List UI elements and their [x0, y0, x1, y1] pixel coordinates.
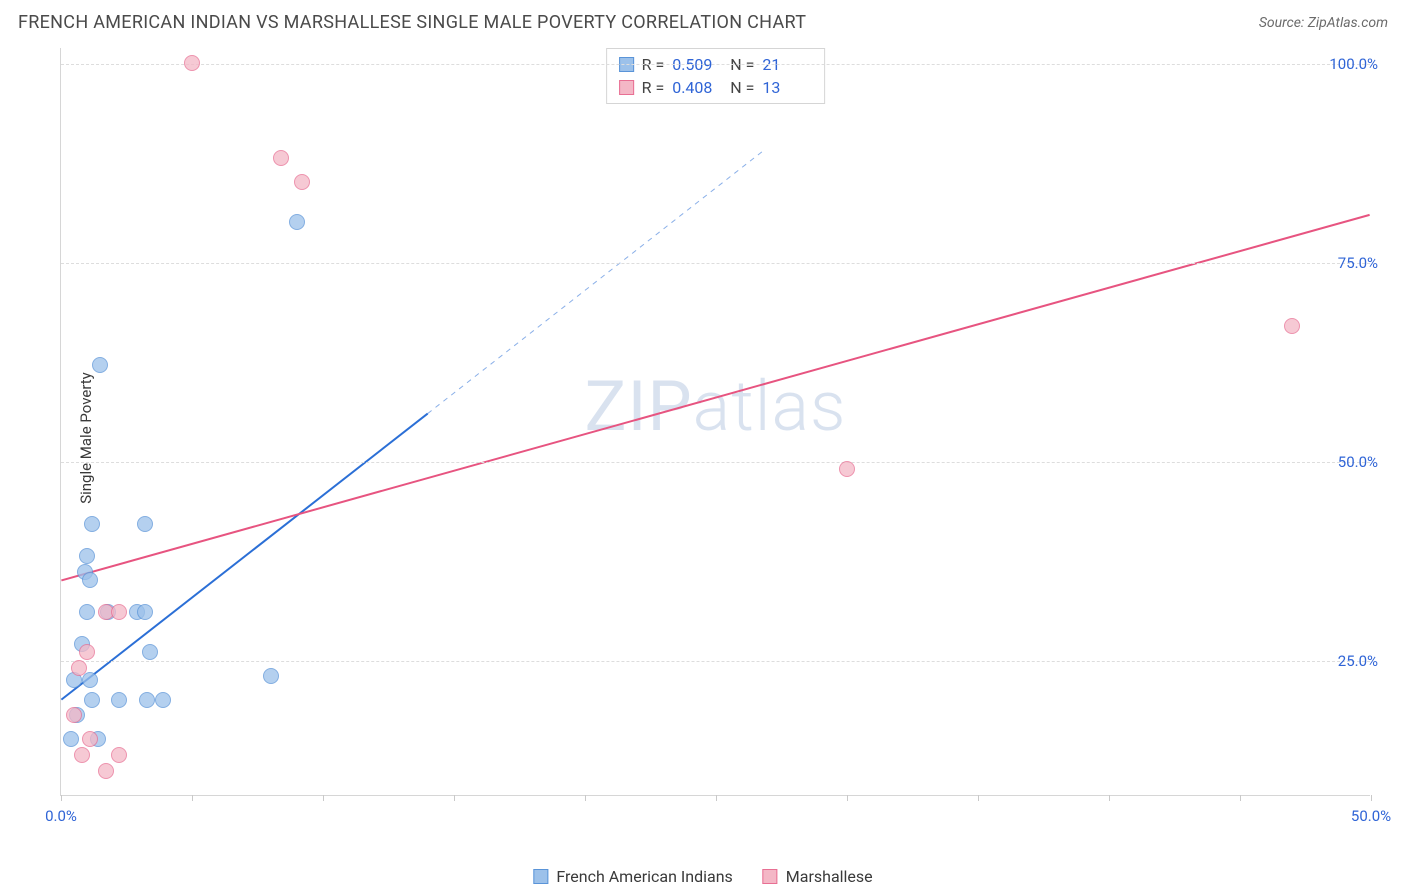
watermark-thin: atlas	[693, 366, 847, 448]
data-point	[294, 174, 310, 190]
data-point	[82, 572, 98, 588]
data-point	[839, 461, 855, 477]
data-point	[139, 692, 155, 708]
data-point	[79, 548, 95, 564]
y-tick-label: 50.0%	[1338, 453, 1378, 471]
data-point	[63, 731, 79, 747]
data-point	[84, 516, 100, 532]
data-point	[71, 660, 87, 676]
gridline-h	[61, 263, 1370, 264]
data-point	[137, 516, 153, 532]
stats-row: R = 0.408 N = 13	[619, 76, 813, 99]
data-point	[111, 747, 127, 763]
legend-item: Marshallese	[763, 867, 873, 886]
data-point	[273, 150, 289, 166]
chart-title: FRENCH AMERICAN INDIAN VS MARSHALLESE SI…	[18, 12, 806, 33]
x-tick-mark	[847, 795, 848, 801]
y-tick-label: 25.0%	[1338, 652, 1378, 670]
x-tick-label: 0.0%	[45, 807, 77, 825]
y-tick-label: 100.0%	[1329, 55, 1378, 73]
stat-n-label: N =	[730, 78, 754, 97]
data-point	[1284, 318, 1300, 334]
x-tick-mark	[454, 795, 455, 801]
data-point	[84, 692, 100, 708]
legend-item: French American Indians	[533, 867, 732, 886]
stat-r-label: R =	[642, 78, 665, 97]
data-point	[155, 692, 171, 708]
plot-area: ZIPatlas R =0.509N =21R =0.408N =13 25.0…	[60, 48, 1370, 796]
legend-swatch	[619, 80, 634, 95]
legend-swatch	[763, 869, 778, 884]
y-tick-label: 75.0%	[1338, 254, 1378, 272]
gridline-h	[61, 661, 1370, 662]
stat-r-value: 0.408	[672, 78, 722, 97]
stats-legend-box: R =0.509N =21R =0.408N =13	[606, 48, 826, 104]
gridline-h	[61, 462, 1370, 463]
chart-container: Single Male Poverty ZIPatlas R =0.509N =…	[50, 48, 1390, 828]
x-tick-mark	[978, 795, 979, 801]
data-point	[184, 55, 200, 71]
data-point	[98, 763, 114, 779]
watermark: ZIPatlas	[585, 366, 847, 448]
x-tick-mark	[585, 795, 586, 801]
x-tick-label: 50.0%	[1351, 807, 1391, 825]
x-tick-mark	[61, 795, 62, 801]
data-point	[289, 214, 305, 230]
legend-swatch	[533, 869, 548, 884]
data-point	[66, 707, 82, 723]
data-point	[111, 604, 127, 620]
x-tick-mark	[192, 795, 193, 801]
data-point	[137, 604, 153, 620]
legend-label: French American Indians	[556, 867, 732, 886]
x-tick-mark	[716, 795, 717, 801]
data-point	[92, 357, 108, 373]
data-point	[79, 604, 95, 620]
x-tick-mark	[323, 795, 324, 801]
stat-n-value: 13	[762, 78, 812, 97]
data-point	[79, 644, 95, 660]
bottom-legend: French American Indians Marshallese	[533, 867, 872, 886]
watermark-bold: ZIP	[585, 366, 693, 448]
gridline-h	[61, 64, 1370, 65]
data-point	[111, 692, 127, 708]
x-tick-mark	[1109, 795, 1110, 801]
legend-label: Marshallese	[786, 867, 873, 886]
data-point	[263, 668, 279, 684]
trend-lines	[61, 48, 1370, 795]
data-point	[142, 644, 158, 660]
data-point	[82, 731, 98, 747]
x-tick-mark	[1240, 795, 1241, 801]
source-attribution: Source: ZipAtlas.com	[1259, 15, 1388, 31]
data-point	[74, 747, 90, 763]
x-tick-mark	[1371, 795, 1372, 801]
